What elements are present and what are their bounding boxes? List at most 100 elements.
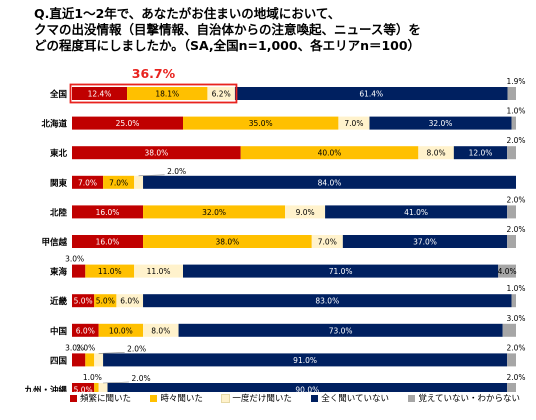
value-label: 3.0% — [65, 343, 84, 352]
value-label: 73.0% — [329, 326, 353, 335]
bar-segment — [134, 264, 183, 278]
value-label: 5.0% — [96, 297, 115, 306]
value-label: 2.0% — [167, 167, 186, 176]
bar-segment — [103, 175, 135, 189]
bar-segment — [511, 116, 516, 130]
value-label: 38.0% — [144, 149, 168, 158]
bar-segment — [72, 175, 104, 189]
bar-segment — [72, 264, 86, 278]
value-label: 6.0% — [120, 297, 139, 306]
value-label: 11.0% — [98, 267, 122, 276]
value-label: 90.0% — [295, 386, 319, 393]
category-label: 九州・沖縄 — [23, 385, 67, 392]
category-label: 北海道 — [41, 119, 67, 130]
stacked-bar-chart: 全国 12.4% 18.1% 6.2% 61.4% 1.9% 北海道 25.0% 35.0% 7.… — [23, 66, 526, 393]
bar-segment — [207, 87, 235, 100]
bar-segment — [183, 116, 339, 130]
value-label: 35.0% — [249, 119, 273, 128]
legend-label: 頻繁に聞いた — [80, 394, 132, 404]
value-label: 7.0% — [318, 238, 337, 247]
value-label: 2.0% — [506, 343, 525, 352]
value-label: 83.0% — [315, 297, 339, 306]
category-label: 関東 — [50, 178, 68, 189]
value-label: 16.0% — [96, 208, 120, 217]
bar-segment — [85, 264, 135, 278]
bar-segment — [85, 353, 95, 367]
legend-item: 頻繁に聞いた — [70, 392, 131, 404]
value-label: 16.0% — [96, 238, 120, 247]
value-label: 3.0% — [506, 314, 525, 323]
category-label: 甲信越 — [41, 237, 67, 248]
bar-segment — [143, 175, 517, 189]
bar-segment — [98, 323, 144, 337]
bar-segment — [418, 146, 454, 160]
value-label: 10.0% — [109, 326, 133, 335]
bar-segment — [72, 87, 128, 100]
bar-segment — [94, 383, 99, 392]
highlight-box — [69, 83, 238, 104]
value-label: 5.0% — [74, 297, 93, 306]
bar-segment — [311, 235, 343, 248]
category-label: 近畿 — [50, 296, 68, 307]
bar-segment — [143, 294, 512, 308]
value-label: 5.0% — [74, 386, 93, 393]
value-label: 9.0% — [296, 208, 315, 217]
legend-item: 全く聞いていない — [311, 392, 389, 404]
bar-segment — [507, 383, 516, 392]
value-label: 71.0% — [329, 267, 353, 276]
bar-segment — [453, 146, 508, 160]
value-label: 41.0% — [404, 208, 428, 217]
bar-segment — [285, 205, 326, 219]
value-label: 8.0% — [427, 149, 446, 158]
value-label: 2.0% — [132, 374, 151, 383]
value-label: 91.0% — [293, 356, 317, 365]
bar-segment — [72, 353, 86, 367]
value-label: 11.0% — [147, 267, 171, 276]
bar-segment — [178, 323, 503, 337]
bar-segment — [98, 383, 108, 392]
bar-segment — [502, 323, 516, 337]
bar-segment — [507, 205, 516, 219]
legend-swatch — [221, 393, 231, 403]
bar-segment — [369, 116, 512, 130]
leader-line — [138, 174, 165, 177]
bar-segment — [72, 205, 144, 219]
value-label: 1.0% — [506, 107, 525, 116]
value-label: 38.0% — [215, 238, 239, 247]
value-label: 2.0% — [506, 225, 525, 234]
bar-segment — [511, 294, 516, 308]
value-label: 7.0% — [78, 178, 97, 187]
bar-segment — [72, 294, 95, 308]
category-label: 北陸 — [50, 207, 68, 218]
highlight-total-label: 36.7% — [132, 66, 176, 81]
bar-segment — [72, 323, 99, 337]
legend-item: 時々聞いた — [150, 392, 203, 404]
legend-swatch — [150, 394, 158, 402]
bar-segment — [325, 205, 508, 219]
category-label: 東北 — [50, 148, 68, 159]
value-label: 40.0% — [318, 149, 342, 158]
legend-swatch — [70, 394, 77, 402]
question-line-2: クマの出没情報（目撃情報、自治体からの注意喚起、ニュース等）を — [34, 22, 421, 37]
bar-segment — [143, 205, 286, 219]
legend-label: 全く聞いていない — [321, 394, 390, 404]
legend-swatch — [408, 394, 416, 402]
legend-item: 覚えていない・わからない — [408, 392, 520, 404]
bar-segment — [72, 383, 95, 392]
value-label: 61.4% — [359, 90, 383, 99]
value-label: 1.0% — [83, 373, 102, 382]
value-label: 37.0% — [413, 238, 437, 247]
bar-segment — [94, 294, 117, 308]
value-label: 2.0% — [506, 373, 525, 382]
value-label: 2.0% — [506, 195, 525, 204]
value-label: 3.0% — [65, 255, 84, 264]
legend-label: 一度だけ聞いた — [232, 394, 292, 404]
question-line-3: どの程度耳にしましたか。（SA,全国n=1,000、各エリアn＝100） — [34, 38, 421, 53]
bar-segment — [94, 353, 104, 367]
leader-line — [98, 352, 125, 354]
bar-segment — [183, 264, 499, 278]
chart-legend: 頻繁に聞いた 時々聞いた 一度だけ聞いた 全く聞いていない 覚えていない・わからない — [70, 392, 520, 404]
category-label: 中国 — [50, 326, 67, 337]
value-label: 18.1% — [155, 90, 179, 99]
category-label: 東海 — [50, 267, 68, 278]
